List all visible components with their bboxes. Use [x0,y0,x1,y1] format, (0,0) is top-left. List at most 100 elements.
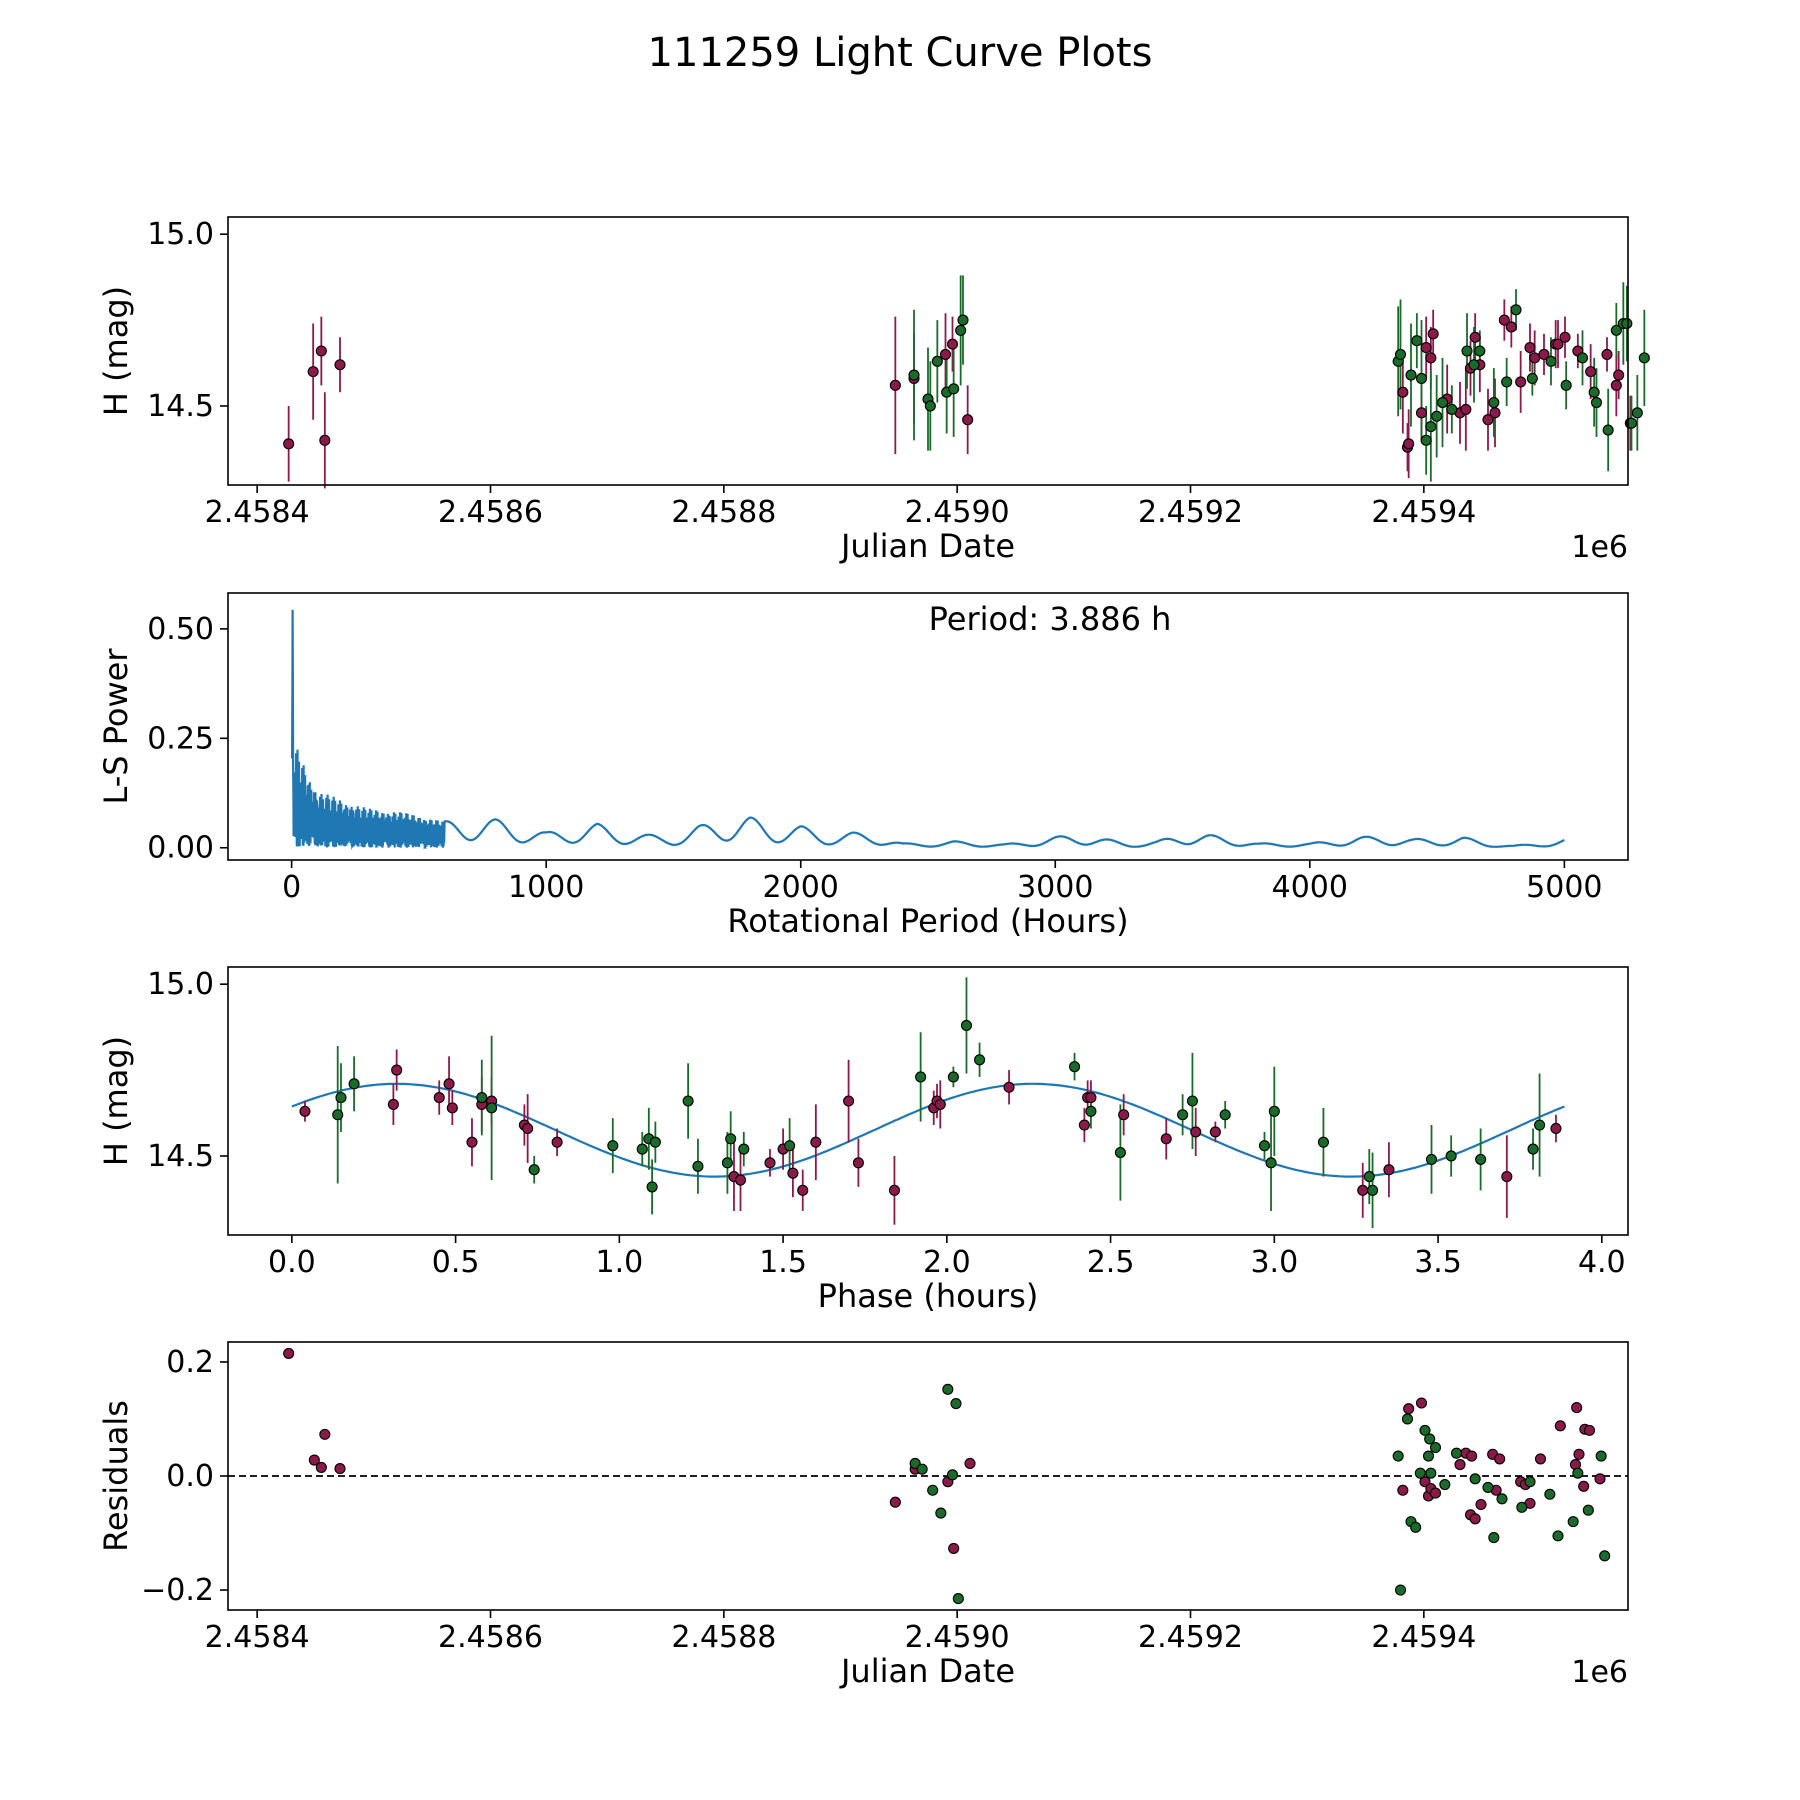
data-point-green [1595,1450,1607,1462]
data-point-red [433,1092,445,1104]
data-point-green [1599,1550,1611,1562]
data-point-red [764,1157,776,1169]
data-point-red [1594,1473,1606,1485]
y-tick-label: 0.25 [147,721,214,756]
data-point-green [1450,1447,1463,1459]
y-tick-label: 0.2 [166,1345,214,1380]
period-annotation: Period: 3.886 h [929,600,1172,638]
x-tick-label: 3.0 [1250,1245,1298,1280]
x-axis-label: Phase (hours) [818,1277,1039,1315]
data-point-red [1160,1133,1172,1145]
data-point-green [1461,345,1473,357]
data-point-green [908,369,920,381]
x-tick-label: 5000 [1526,870,1602,905]
x-tick-label: 1.0 [595,1245,643,1280]
data-point-green [1219,1109,1231,1121]
data-point-red [315,1461,327,1473]
data-point-red [391,1064,403,1076]
x-tick-label: 2.4592 [1138,495,1243,530]
data-point-green [1446,403,1458,415]
data-point-green [1482,1481,1494,1493]
axes-frame [227,592,1629,861]
y-tick-label: 0.00 [147,831,214,866]
data-point-green [348,1078,360,1090]
data-point-red [1482,414,1494,426]
data-point-red [889,1496,901,1508]
data-point-red [1383,1164,1395,1176]
x-tick-label: 1.5 [759,1245,807,1280]
data-point-red [1538,348,1550,360]
y-tick-label: 0.50 [147,612,214,647]
periodogram-line [291,609,1565,850]
x-axis-label: Julian Date [839,1652,1015,1690]
data-point-green [1411,335,1423,347]
x-tick-label: 2.4586 [438,1620,543,1655]
data-point-red [1454,1459,1466,1471]
data-point-green [1560,379,1572,391]
data-point-green [1567,1516,1579,1528]
data-point-green [960,1019,973,1031]
data-point-red [1085,1092,1097,1104]
x-tick-label: 1000 [508,870,584,905]
data-point-green [1367,1184,1379,1196]
data-point-red [1415,1397,1428,1409]
y-tick-label: 14.5 [147,1139,214,1174]
data-point-green [935,1507,947,1519]
data-point-green [1524,1476,1536,1488]
x-axis-label: Rotational Period (Hours) [727,902,1128,940]
data-point-green [1114,1146,1126,1159]
x-tick-label: 2.5 [1087,1245,1135,1280]
data-point-red [843,1095,855,1107]
data-point-green [1588,386,1600,398]
x-tick-label: 0.5 [432,1245,480,1280]
data-point-green [738,1143,750,1155]
data-point-red [299,1105,311,1117]
data-point-green [649,1136,661,1148]
data-point-green [1420,434,1432,446]
data-point-red [1534,1453,1547,1465]
data-point-red [1583,1424,1596,1436]
panel-periodogram: 0 1000 2000 3000 4000 5000 0.00 0.25 0.50 Rotatio… [97,592,1629,940]
data-point-red [787,1167,799,1179]
data-point-green [950,1398,962,1410]
data-point-green [942,1383,954,1395]
data-point-green [1488,1532,1500,1544]
data-point-red [466,1136,478,1148]
data-point-green [915,1071,927,1083]
data-point-green [1424,1433,1436,1445]
x-tick-label: 2.4590 [905,1620,1010,1655]
data-point-green [1638,352,1650,364]
data-point-green [1516,1501,1528,1513]
data-point-green [957,314,969,326]
plot-area [228,1347,1628,1605]
data-point-green [1414,1467,1426,1479]
data-point-green [952,1593,964,1605]
data-point-green [1510,304,1522,316]
data-point-red [387,1098,399,1110]
data-point-red [283,1347,295,1359]
x-tick-label: 2.4592 [1138,1620,1243,1655]
data-point-green [528,1164,540,1176]
data-point-green [784,1140,796,1152]
x-offset-label: 1e6 [1571,530,1628,565]
data-point-green [335,1092,347,1104]
data-point-green [916,1463,928,1475]
data-point-green [1431,410,1443,422]
data-point-red [551,1136,563,1148]
data-point-red [315,345,327,357]
x-tick-label: 2.4584 [205,495,310,530]
data-point-green [974,1054,986,1066]
data-point-green [1572,1467,1584,1479]
x-tick-label: 2.0 [923,1245,971,1280]
data-point-green [947,1071,959,1083]
data-point-red [962,414,974,426]
data-point-green [1474,345,1486,357]
data-point-green [955,324,967,336]
data-point-red [319,1428,331,1440]
x-tick-label: 0 [282,870,301,905]
data-point-green [1625,417,1638,429]
data-point-red [307,366,319,378]
data-point-red [308,1454,320,1466]
data-point-red [1427,328,1439,340]
